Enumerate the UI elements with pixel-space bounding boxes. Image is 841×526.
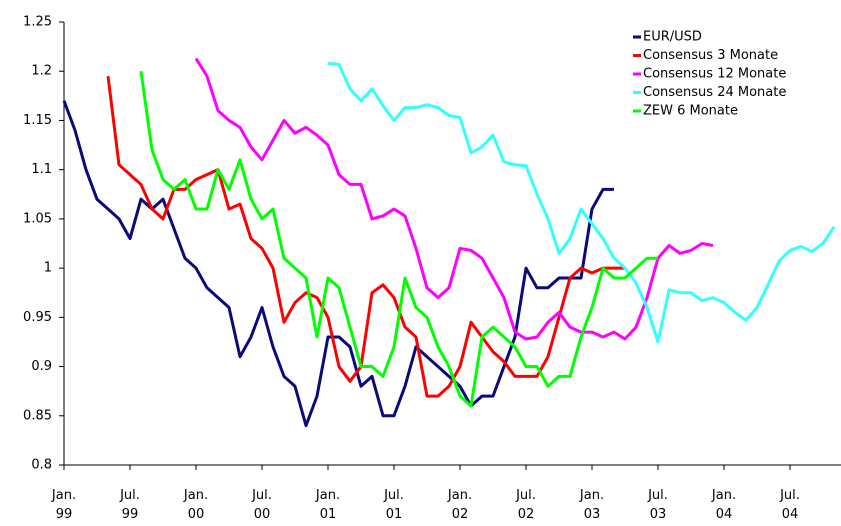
y-tick-label: 1.25: [23, 15, 52, 30]
y-tick-label: 0.95: [23, 310, 52, 325]
legend-label: Consensus 12 Monate: [643, 67, 786, 82]
series-line: [106, 75, 625, 398]
y-tick-label: 1.15: [23, 113, 52, 128]
x-tick-label: Jul. 99: [119, 488, 140, 522]
x-tick-label: Jan. 99: [51, 488, 76, 522]
x-tick-label: Jan. 03: [579, 488, 604, 522]
x-tick-label: Jan. 00: [183, 488, 208, 522]
x-tick-label: Jul. 00: [251, 488, 272, 522]
y-tick-label: 1.1: [31, 162, 52, 177]
x-tick-label: Jan. 04: [711, 488, 736, 522]
x-tick-label: Jul. 03: [647, 488, 668, 522]
y-tick-label: 1: [44, 261, 52, 276]
x-tick-label: Jan. 01: [315, 488, 340, 522]
legend-label: Consensus 24 Monate: [643, 85, 786, 100]
x-tick-label: Jul. 01: [383, 488, 404, 522]
y-tick-label: 0.9: [31, 359, 52, 374]
y-tick-label: 1.05: [23, 211, 52, 226]
series-line: [194, 57, 714, 341]
y-tick-label: 0.8: [31, 458, 52, 473]
x-tick-label: Jul. 02: [515, 488, 536, 522]
legend-label: Consensus 3 Monate: [643, 48, 778, 63]
series-line: [139, 71, 658, 408]
x-tick-label: Jul. 04: [779, 488, 800, 522]
series-line: [62, 100, 614, 428]
x-tick-label: Jan. 02: [447, 488, 472, 522]
y-tick-label: 1.2: [31, 64, 52, 79]
series-line: [327, 61, 836, 344]
y-tick-label: 0.85: [23, 408, 52, 423]
legend-label: EUR/USD: [643, 30, 702, 45]
legend-label: ZEW 6 Monate: [643, 104, 738, 119]
